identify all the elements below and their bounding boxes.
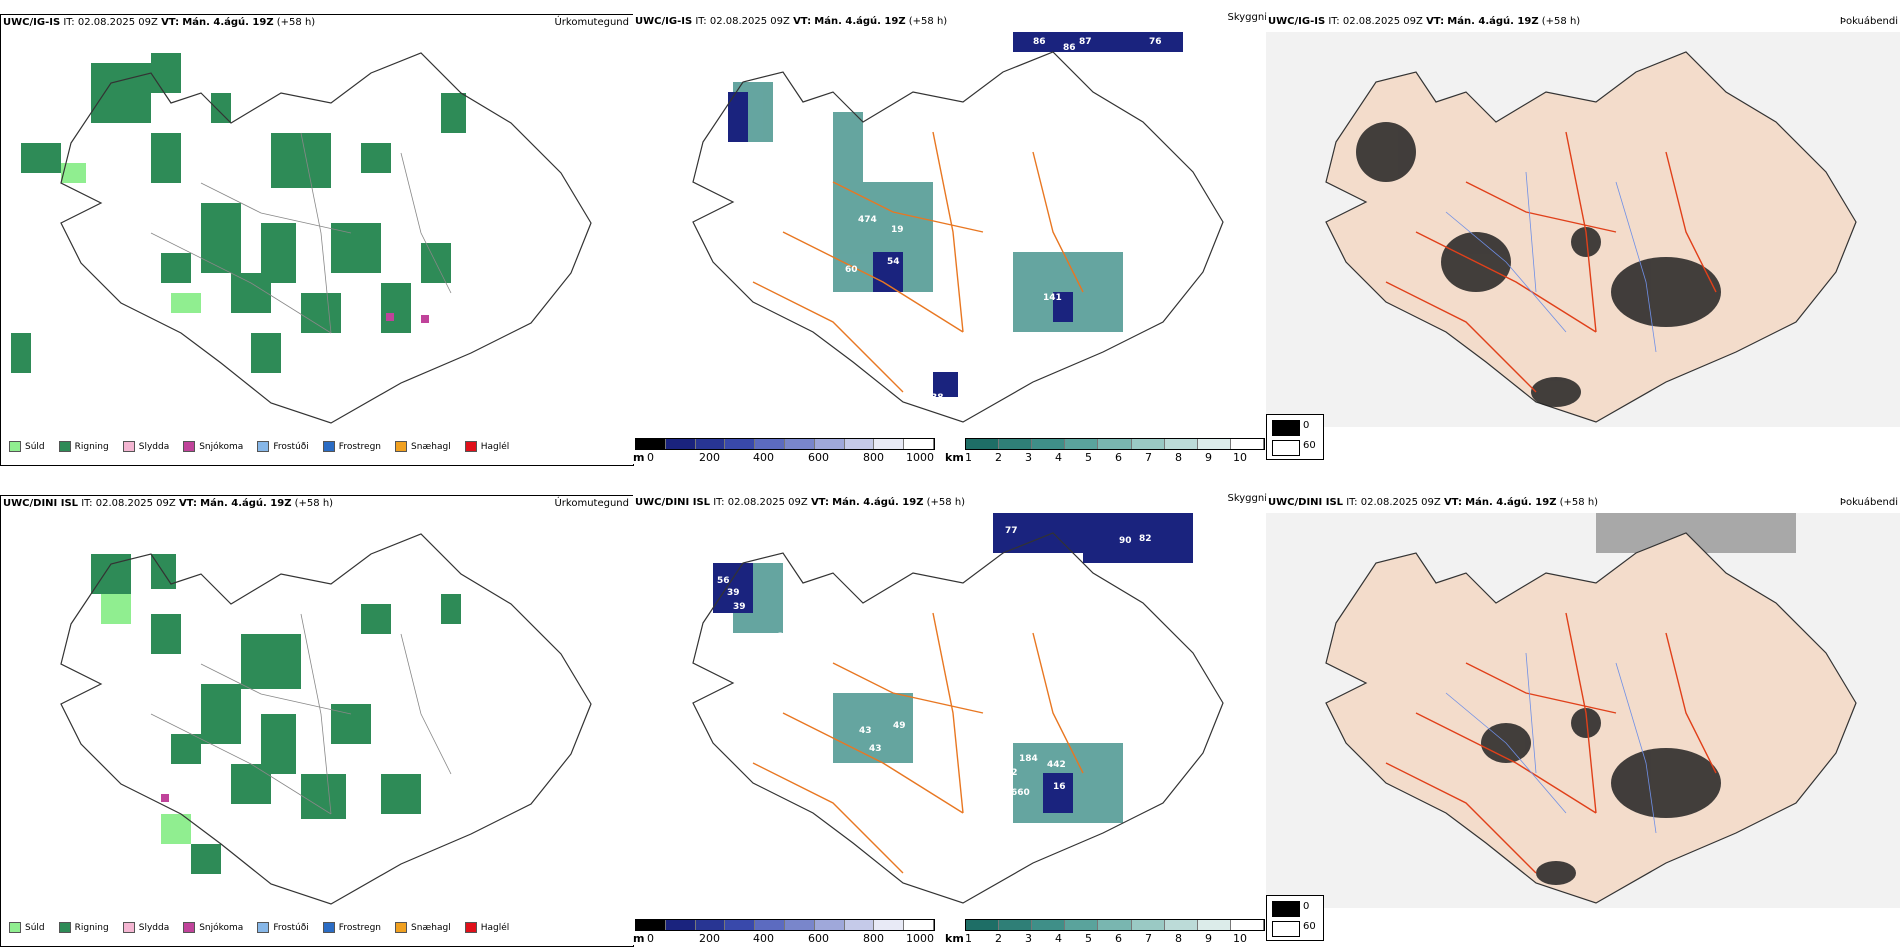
row1-height-colorbar bbox=[635, 438, 935, 450]
svg-text:56: 56 bbox=[717, 576, 730, 586]
row1-fog-title: UWC/IG-IS IT: 02.08.2025 09Z VT: Mán. 4.… bbox=[1268, 16, 1581, 27]
svg-text:907: 907 bbox=[883, 343, 902, 353]
row1-visibility-title: UWC/IG-IS IT: 02.08.2025 09Z VT: Mán. 4.… bbox=[635, 16, 948, 27]
svg-text:76: 76 bbox=[1149, 37, 1162, 47]
row2-fog-label: Þokuábendi bbox=[1839, 497, 1898, 508]
svg-text:43: 43 bbox=[859, 726, 872, 736]
svg-text:12: 12 bbox=[1005, 768, 1018, 778]
svg-text:82: 82 bbox=[1139, 534, 1152, 544]
row2-fog-map bbox=[1266, 513, 1900, 908]
row2-height-unit: m bbox=[633, 932, 645, 945]
row2-fog-title: UWC/DINI ISL IT: 02.08.2025 09Z VT: Mán.… bbox=[1268, 497, 1599, 508]
row2-precip-title: UWC/DINI ISL IT: 02.08.2025 09Z VT: Mán.… bbox=[3, 498, 334, 509]
svg-text:56: 56 bbox=[809, 822, 822, 832]
row1-precip-type-label: Úrkomutegund bbox=[554, 17, 629, 28]
row2-precip-legend: Súld Rigning Slydda Snjókoma Frostúði Fr… bbox=[9, 922, 509, 933]
svg-text:76: 76 bbox=[821, 225, 834, 235]
row1-fog-label: Þokuábendi bbox=[1839, 16, 1898, 27]
svg-text:49: 49 bbox=[893, 721, 906, 731]
svg-text:42: 42 bbox=[913, 397, 926, 407]
svg-text:70: 70 bbox=[933, 115, 946, 125]
svg-text:16: 16 bbox=[1053, 782, 1066, 792]
svg-text:58: 58 bbox=[905, 379, 918, 389]
row2-precip-type-label: Úrkomutegund bbox=[554, 498, 629, 509]
svg-text:184: 184 bbox=[1019, 754, 1038, 764]
svg-text:72: 72 bbox=[818, 706, 831, 716]
row2-visibility-panel: UWC/DINI ISL IT: 02.08.2025 09Z VT: Mán.… bbox=[633, 493, 1267, 945]
row1-visibility-values: 86 86 87 76 70 70 474 19 54 76 96 60 54 141 907… bbox=[793, 37, 1162, 407]
row1-fog-legend: 0 60 bbox=[1266, 414, 1324, 460]
svg-text:70: 70 bbox=[941, 135, 954, 145]
row1-visibility-unit: km bbox=[945, 451, 964, 464]
row1-fog-map bbox=[1266, 32, 1900, 427]
row2-fog-panel: UWC/DINI ISL IT: 02.08.2025 09Z VT: Mán.… bbox=[1266, 495, 1900, 945]
svg-text:86: 86 bbox=[1063, 43, 1076, 53]
row1-height-unit: m bbox=[633, 451, 645, 464]
row1-precip-panel: UWC/IG-IS IT: 02.08.2025 09Z VT: Mán. 4.… bbox=[0, 14, 634, 466]
svg-text:43: 43 bbox=[869, 744, 882, 754]
svg-text:86: 86 bbox=[1033, 37, 1046, 47]
svg-text:70: 70 bbox=[923, 852, 936, 862]
svg-text:660: 660 bbox=[1011, 788, 1030, 798]
row2-visibility-map: 77 90 82 56 39 39 82 72 43 43 49 184 442 12 660… bbox=[692, 513, 1224, 904]
row1-visibility-label: Skyggni bbox=[1227, 12, 1267, 23]
row1-visibility-panel: UWC/IG-IS IT: 02.08.2025 09Z VT: Mán. 4.… bbox=[633, 12, 1267, 464]
row2-height-colorbar bbox=[635, 919, 935, 931]
row2-visibility-colorbar bbox=[965, 919, 1265, 931]
svg-text:474: 474 bbox=[858, 215, 877, 225]
row2-visibility-values: 77 90 82 56 39 39 82 72 43 43 49 184 442 12 660… bbox=[717, 526, 1152, 862]
svg-text:54: 54 bbox=[887, 257, 900, 267]
row2-fog-legend: 0 60 bbox=[1266, 895, 1324, 941]
row1-precip-title: UWC/IG-IS IT: 02.08.2025 09Z VT: Mán. 4.… bbox=[3, 17, 316, 28]
svg-text:141: 141 bbox=[1043, 293, 1062, 303]
svg-text:38: 38 bbox=[931, 393, 944, 403]
row2-visibility-unit: km bbox=[945, 932, 964, 945]
row2-precip-panel: UWC/DINI ISL IT: 02.08.2025 09Z VT: Mán.… bbox=[0, 495, 634, 947]
svg-text:96: 96 bbox=[793, 185, 806, 195]
svg-text:54: 54 bbox=[940, 247, 953, 257]
row1-precip-map bbox=[11, 52, 592, 424]
svg-text:39: 39 bbox=[727, 588, 740, 598]
row2-visibility-label: Skyggni bbox=[1227, 493, 1267, 504]
svg-text:82: 82 bbox=[777, 632, 790, 642]
row1-visibility-colorbar bbox=[965, 438, 1265, 450]
svg-text:19: 19 bbox=[891, 225, 904, 235]
row2-precip-map bbox=[60, 533, 592, 905]
svg-text:77: 77 bbox=[1005, 526, 1018, 536]
svg-text:39: 39 bbox=[733, 602, 746, 612]
svg-text:90: 90 bbox=[1119, 536, 1132, 546]
svg-text:442: 442 bbox=[1047, 760, 1066, 770]
row1-precip-legend: Súld Rigning Slydda Snjókoma Frostúði Fr… bbox=[9, 441, 509, 452]
svg-text:82: 82 bbox=[905, 361, 918, 371]
row1-visibility-map: 86 86 87 76 70 70 474 19 54 76 96 60 54 141 907… bbox=[692, 32, 1224, 423]
row2-visibility-title: UWC/DINI ISL IT: 02.08.2025 09Z VT: Mán.… bbox=[635, 497, 966, 508]
svg-text:87: 87 bbox=[1079, 37, 1092, 47]
row1-fog-panel: UWC/IG-IS IT: 02.08.2025 09Z VT: Mán. 4.… bbox=[1266, 14, 1900, 464]
svg-text:60: 60 bbox=[845, 265, 858, 275]
